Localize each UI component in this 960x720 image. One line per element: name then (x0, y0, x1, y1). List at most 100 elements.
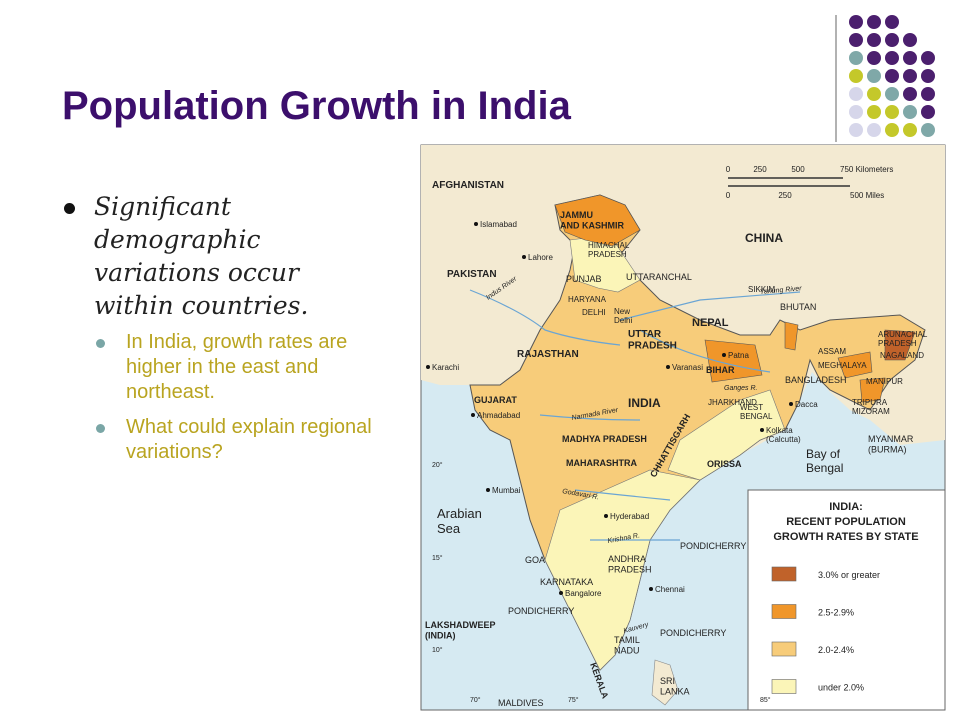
legend-box (747, 489, 946, 711)
map-label: CHINA (745, 231, 783, 245)
sub-bullet: In India, growth rates are higher in the… (96, 330, 386, 405)
map-label: AFGHANISTAN (432, 180, 504, 191)
scale-label: 500 Miles (850, 191, 884, 200)
map-label: UTTAR PRADESH (628, 329, 677, 352)
label-line: LAKSHADWEEP (425, 620, 496, 630)
dot (903, 69, 917, 83)
label-line: NADU (614, 645, 640, 655)
dot (903, 105, 917, 119)
city-dot (486, 488, 490, 492)
dot (903, 33, 917, 47)
dot (885, 33, 899, 47)
label-line: ANDHRA (608, 554, 646, 564)
map-label: ASSAM (818, 347, 846, 356)
map-label: RAJASTHAN (517, 349, 579, 360)
dot (903, 123, 917, 137)
label-line: MIZORAM (852, 407, 890, 416)
map-label: NEPAL (692, 317, 729, 329)
map-label: MADHYA PRADESH (562, 434, 647, 444)
river-label: Yarlung River (760, 285, 803, 296)
city-label: Karachi (432, 363, 459, 372)
label-line: PRADESH (588, 250, 627, 259)
graticule-label: 15° (432, 554, 443, 562)
legend-label: 2.0-2.4% (818, 645, 854, 655)
city-label: Varanasi (672, 363, 703, 372)
city-dot (649, 587, 653, 591)
map-label: HIMACHAL PRADESH (588, 241, 630, 259)
city-dot (789, 402, 793, 406)
label-line: New (614, 307, 630, 316)
dot (903, 87, 917, 101)
dot (885, 87, 899, 101)
city-dot (471, 413, 475, 417)
map-label: GOA (525, 555, 545, 565)
map-label: JAMMU AND KASHMIR (560, 210, 624, 230)
map-label: UTTARANCHAL (626, 272, 692, 282)
label-line: TAMIL (614, 635, 640, 645)
map-label: ARUNACHAL PRADESH (878, 330, 928, 348)
dot (885, 123, 899, 137)
dot (849, 51, 863, 65)
dot (849, 105, 863, 119)
map-label: SRI LANKA (660, 676, 690, 696)
graticule-label: 10° (432, 646, 443, 654)
label-line: Kolkata (766, 426, 793, 435)
legend-swatch (771, 604, 797, 619)
map-label: PONDICHERRY (680, 541, 746, 551)
label-line: (BURMA) (868, 444, 907, 454)
city-dot (722, 353, 726, 357)
map-label: JHARKHAND (708, 398, 757, 407)
dot (867, 123, 881, 137)
label-line: Sea (437, 521, 461, 536)
city-label: Mumbai (492, 486, 521, 495)
city-label: Hyderabad (610, 512, 649, 521)
sri-lanka (651, 659, 679, 706)
dot (867, 33, 881, 47)
label-line: Bengal (806, 461, 843, 475)
dot (885, 15, 899, 29)
label-line: Delhi (614, 316, 632, 325)
label-line: ARUNACHAL (878, 330, 928, 339)
map-label: Bay of Bengal (806, 447, 843, 475)
graticule-label: 85° (760, 696, 771, 704)
map-label: INDIA (628, 396, 661, 410)
city-label: Lahore (528, 253, 553, 262)
label-line: (INDIA) (425, 630, 456, 640)
legend-swatch (771, 566, 797, 582)
dot (921, 105, 935, 119)
legend-swatch (771, 641, 797, 657)
map-label: PONDICHERRY (508, 606, 574, 616)
city-dot (604, 514, 608, 518)
legend-title: RECENT POPULATION (786, 516, 906, 528)
title: Population Growth in India (62, 84, 571, 128)
map-label: MEGHALAYA (818, 361, 867, 370)
tripura (784, 321, 799, 351)
map-label: BHUTAN (780, 302, 816, 312)
legend-label: under 2.0% (818, 683, 864, 693)
dot (849, 123, 863, 137)
graticule-label: 75° (568, 696, 579, 704)
label-line: PRADESH (878, 339, 917, 348)
sub-list: In India, growth rates are higher in the… (62, 330, 422, 465)
meghalaya (837, 351, 873, 379)
dot (885, 105, 899, 119)
dot (849, 33, 863, 47)
city-label: Kolkata (Calcutta) (766, 426, 801, 444)
dot (867, 51, 881, 65)
label-line: PRADESH (628, 341, 677, 352)
map-label: KARNATAKA (540, 577, 593, 587)
map-label: PONDICHERRY (660, 628, 726, 638)
label-line: TRIPURA (852, 398, 888, 407)
map-label: TRIPURA MIZORAM (852, 398, 890, 416)
map-label: PAKISTAN (447, 269, 497, 280)
label-line: LANKA (660, 686, 690, 696)
legend-title: INDIA: (829, 501, 863, 513)
map-label: New Delhi (614, 307, 632, 325)
graticule-label: 20° (432, 461, 443, 469)
label-line: Arabian (437, 506, 482, 521)
label-line: (Calcutta) (766, 435, 801, 444)
map-label: WEST BENGAL (740, 403, 773, 421)
legend-title: GROWTH RATES BY STATE (773, 531, 918, 543)
label-line: AND KASHMIR (560, 220, 624, 230)
